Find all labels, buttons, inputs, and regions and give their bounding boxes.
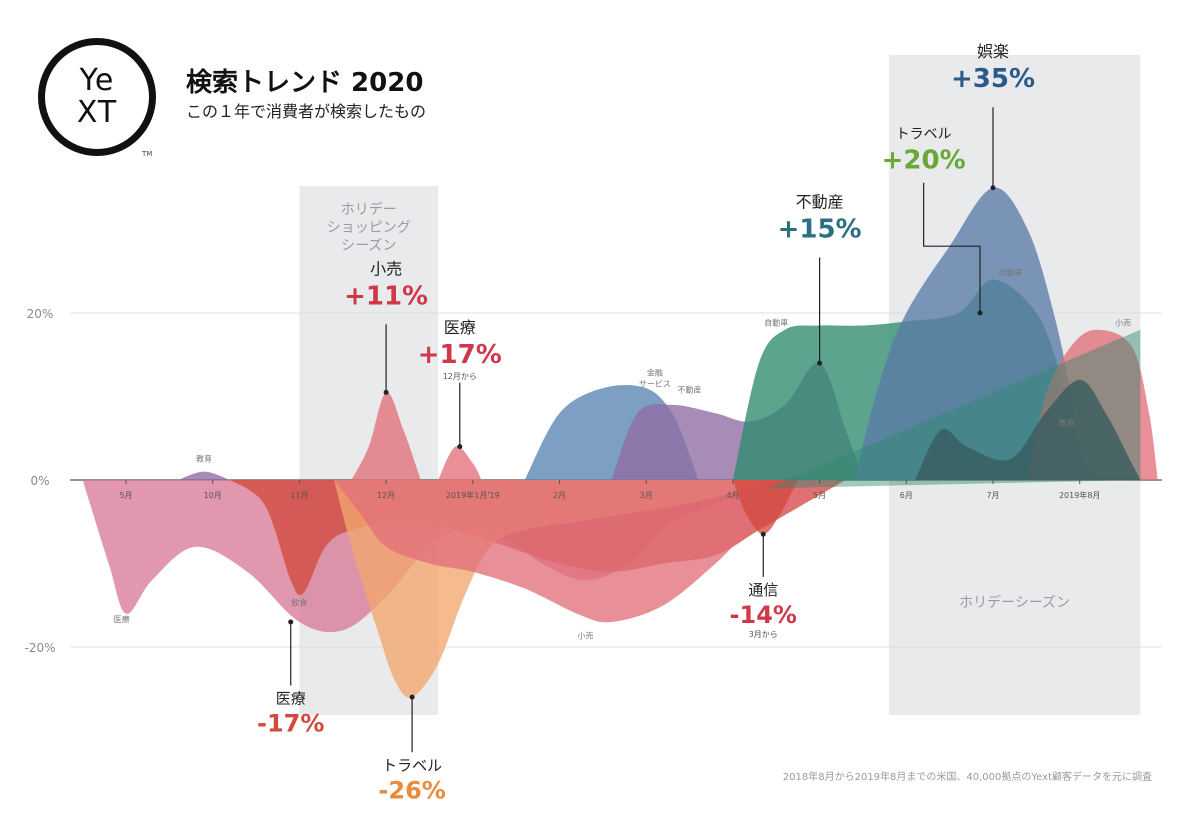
yext-logo: Ye XT	[38, 38, 156, 156]
callout-dot-2	[817, 360, 823, 366]
series-area-3	[334, 480, 837, 623]
x-tick-label-3: 12月	[377, 491, 395, 500]
callout-label-5: 医療	[276, 689, 306, 707]
series-label-5-0: 教育	[196, 454, 212, 464]
y-tick-label-1: 0%	[30, 474, 49, 488]
callout-value-4: +35%	[951, 64, 1035, 94]
callout-label-1: 医療	[444, 318, 476, 337]
x-tick-label-2: 11月	[290, 491, 308, 500]
callout-value-5: -17%	[257, 709, 324, 737]
x-tick-label-10: 7月	[986, 491, 999, 500]
callout-dot-5	[288, 619, 294, 625]
holiday-label-0-2: シーズン	[341, 238, 396, 254]
logo-text-top: Ye	[79, 63, 115, 98]
holiday-label-0-0: ホリデー	[341, 201, 397, 218]
source-note: 2018年8月から2019年8月までの米国、40,000拠点のYext顧客データ…	[782, 772, 1152, 783]
x-tick-label-7: 4月	[726, 491, 739, 500]
x-tick-label-6: 3月	[640, 491, 653, 500]
callout-dot-6	[409, 694, 415, 700]
callout-dot-0	[383, 389, 389, 395]
callout-value-2: +15%	[778, 215, 862, 245]
series-area-7	[438, 446, 482, 480]
x-tick-label-4: 2019年1月'19	[446, 490, 500, 500]
callout-dot-4	[990, 185, 996, 191]
callout-value-1: +17%	[418, 340, 502, 370]
callout-line-3	[923, 182, 981, 313]
page-subtitle: この１年で消費者が検索したもの	[186, 102, 427, 121]
series-label-9-0: 不動産	[678, 384, 702, 394]
callout-value-7: -14%	[730, 601, 797, 629]
callout-label-0: 小売	[370, 259, 402, 278]
series-label-1-0: 飲食	[291, 597, 307, 607]
callout-label-4: 娯楽	[977, 42, 1009, 61]
series-label-8-1: サービス	[639, 380, 671, 389]
callout-sub-7: 3月から	[749, 630, 778, 639]
series-label-0-0: 医療	[114, 614, 130, 624]
callout-label-7: 通信	[748, 581, 778, 599]
holiday-label-0-1: ショッピング	[327, 220, 411, 236]
callout-dot-1	[457, 444, 463, 450]
x-tick-label-1: 10月	[204, 491, 222, 500]
logo-text-bottom: XT	[76, 95, 118, 130]
x-tick-label-9: 6月	[900, 491, 913, 500]
callout-dot-7	[760, 531, 766, 537]
callout-label-3: トラベル	[896, 127, 952, 143]
callout-value-6: -26%	[378, 776, 445, 804]
series-area-4	[732, 480, 798, 535]
y-tick-label-0: 20%	[27, 307, 54, 321]
series-area-6	[351, 392, 421, 480]
x-tick-label-8: 5月	[813, 491, 826, 500]
callout-dot-3	[977, 310, 983, 316]
series-area-11	[854, 187, 1080, 480]
wedge-area-0	[767, 329, 1141, 489]
series-label-13-0: 教育	[1059, 418, 1075, 428]
series-area-13	[914, 379, 1141, 480]
x-tick-label-5: 2月	[553, 491, 566, 500]
callout-sub-1: 12月から	[443, 372, 477, 381]
y-tick-label-2: -20%	[24, 641, 55, 655]
callout-value-3: +20%	[882, 146, 966, 176]
callout-value-0: +11%	[344, 281, 428, 311]
x-tick-label-11: 2019年8月	[1059, 490, 1100, 500]
series-label-10-0: 自動車	[764, 318, 788, 328]
page-title: 検索トレンド 2020	[186, 68, 424, 98]
series-label-12-0: 小売	[1115, 318, 1131, 328]
x-tick-label-0: 5月	[119, 491, 132, 500]
series-label-11-0: 自動車	[998, 267, 1022, 277]
trademark-mark: TM	[142, 150, 153, 158]
callout-label-6: トラベル	[382, 756, 442, 774]
series-area-5	[178, 471, 231, 480]
series-label-3-0: 小売	[578, 631, 594, 641]
series-label-8-0: 金融	[647, 368, 663, 378]
holiday-label-1-0: ホリデーシーズン	[959, 594, 1070, 611]
callout-label-2: 不動産	[796, 193, 844, 212]
